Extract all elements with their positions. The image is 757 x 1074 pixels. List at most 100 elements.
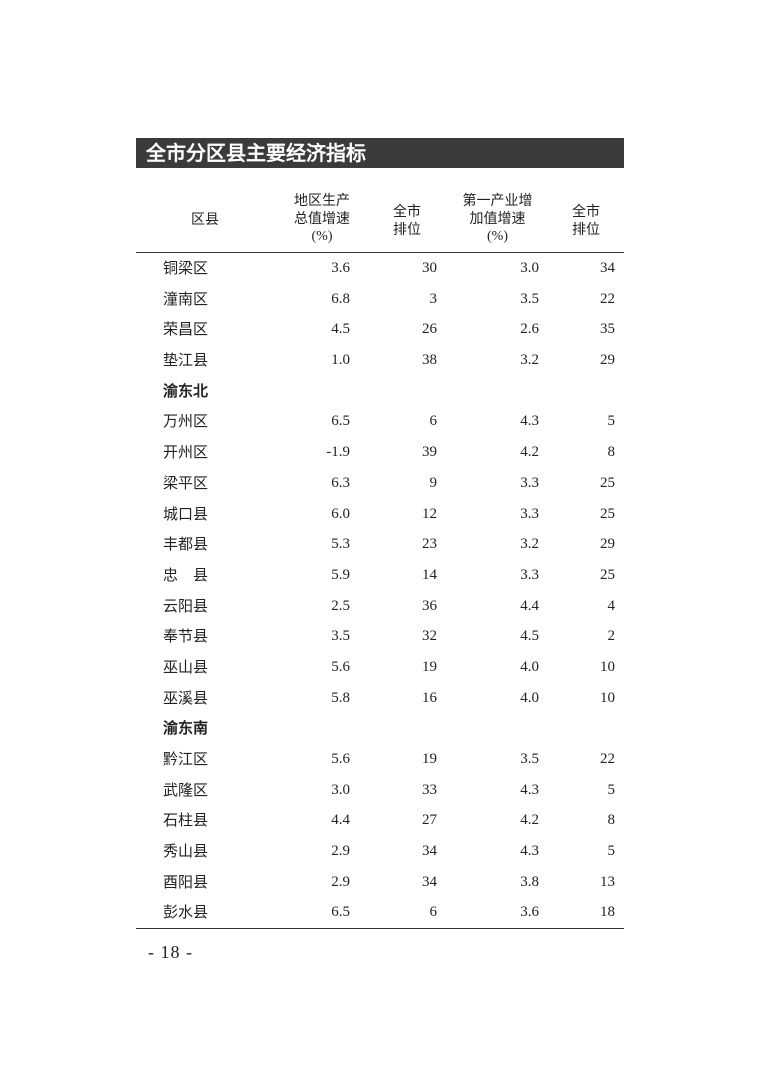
header-primary-rank: 全市 排位 (561, 203, 611, 239)
gdp-rank: 36 (422, 597, 437, 614)
district-name: 巫山县 (163, 657, 209, 676)
header-rule (136, 252, 624, 253)
district-name: 武隆区 (163, 780, 209, 799)
table-title: 全市分区县主要经济指标 (146, 141, 366, 165)
table-row: 城口县 6.0 12 3.3 25 (136, 499, 624, 530)
primary-growth: 4.4 (520, 597, 539, 614)
table-title-bar: 全市分区县主要经济指标 (136, 138, 624, 168)
table-row: 潼南区 6.8 3 3.5 22 (136, 284, 624, 315)
primary-growth: 4.2 (520, 444, 539, 461)
header-line: 第一产业增 (462, 193, 533, 209)
primary-rank: 5 (607, 781, 616, 798)
gdp-growth: 5.6 (331, 751, 350, 767)
table-row: 秀山县 2.9 34 4.3 5 (136, 836, 624, 867)
gdp-growth: 6.8 (331, 290, 350, 307)
primary-rank: 5 (607, 843, 616, 860)
group-header-row: 渝东南 (136, 713, 624, 744)
gdp-rank: 27 (422, 812, 437, 829)
gdp-rank: 19 (422, 751, 437, 767)
gdp-growth: 5.6 (331, 658, 350, 675)
district-name: 彭水县 (163, 903, 209, 922)
header-line: 加值增速 (469, 211, 526, 227)
gdp-rank: 16 (422, 689, 437, 706)
gdp-rank: 23 (422, 536, 437, 553)
table-row: 黔江区 5.6 19 3.5 22 (136, 744, 624, 775)
header-gdp-growth: 地区生产 总值增速 (%) (282, 192, 362, 246)
district-name: 丰都县 (163, 535, 209, 554)
header-unit: (%) (487, 229, 508, 244)
district-name: 忠 县 (163, 565, 209, 584)
gdp-rank: 3 (429, 290, 438, 307)
gdp-growth: 1.0 (331, 352, 350, 369)
primary-rank: 5 (607, 413, 616, 430)
primary-rank: 18 (600, 904, 615, 921)
gdp-growth: -1.9 (326, 444, 350, 461)
table-row: 荣昌区 4.5 26 2.6 35 (136, 314, 624, 345)
primary-rank: 22 (600, 751, 615, 767)
table-row: 云阳县 2.5 36 4.4 4 (136, 591, 624, 622)
bottom-rule (136, 928, 624, 929)
gdp-growth: 2.9 (331, 873, 350, 890)
gdp-growth: 6.5 (331, 904, 350, 921)
header-district: 区县 (191, 212, 219, 228)
gdp-growth: 3.0 (331, 781, 350, 798)
gdp-growth: 5.8 (331, 689, 350, 706)
gdp-rank: 12 (422, 505, 437, 522)
primary-rank: 10 (600, 658, 615, 675)
table-row: 石柱县 4.4 27 4.2 8 (136, 805, 624, 836)
table-body: 铜梁区 3.6 30 3.0 34 潼南区 6.8 3 3.5 22 荣昌区 4.5 26 2.6 35 垫江… (136, 253, 624, 928)
table-row: 巫山县 5.6 19 4.0 10 (136, 652, 624, 683)
gdp-rank: 34 (422, 843, 437, 860)
primary-growth: 4.3 (520, 413, 539, 430)
primary-rank: 2 (607, 628, 616, 645)
district-name: 奉节县 (163, 627, 209, 646)
district-name: 万州区 (163, 412, 209, 431)
primary-rank: 29 (600, 352, 615, 369)
table-row: 酉阳县 2.9 34 3.8 13 (136, 867, 624, 898)
district-name: 垫江县 (163, 351, 209, 370)
primary-growth: 4.3 (520, 843, 539, 860)
header-unit: (%) (311, 229, 333, 244)
gdp-rank: 19 (422, 658, 437, 675)
group-header-row: 渝东北 (136, 376, 624, 407)
district-name: 渝东北 (163, 381, 209, 400)
gdp-growth: 2.9 (331, 843, 350, 860)
table-row: 垫江县 1.0 38 3.2 29 (136, 345, 624, 376)
header-line: 排位 (393, 222, 421, 238)
primary-growth: 4.3 (520, 781, 539, 798)
primary-growth: 3.6 (520, 904, 539, 921)
district-name: 黔江区 (163, 750, 209, 768)
header-line: 全市 (572, 204, 600, 220)
primary-growth: 3.5 (520, 751, 539, 767)
gdp-rank: 6 (429, 904, 438, 921)
header-line: 全市 (393, 204, 421, 220)
table-row: 武隆区 3.0 33 4.3 5 (136, 775, 624, 806)
district-name: 秀山县 (163, 842, 209, 861)
table-row: 忠 县 5.9 14 3.3 25 (136, 560, 624, 591)
table-row: 奉节县 3.5 32 4.5 2 (136, 621, 624, 652)
table-row: 万州区 6.5 6 4.3 5 (136, 406, 624, 437)
gdp-growth: 4.4 (331, 812, 350, 829)
primary-growth: 2.6 (520, 321, 539, 338)
district-name: 开州区 (163, 443, 209, 462)
gdp-rank: 30 (422, 260, 437, 276)
gdp-growth: 6.5 (331, 413, 350, 430)
primary-growth: 4.5 (520, 628, 539, 645)
primary-rank: 35 (600, 321, 615, 338)
primary-rank: 13 (600, 873, 615, 890)
header-gdp-rank: 全市 排位 (382, 203, 432, 239)
page-number: - 18 - (148, 942, 193, 962)
table-row: 巫溪县 5.8 16 4.0 10 (136, 683, 624, 714)
gdp-growth: 6.0 (331, 505, 350, 522)
primary-growth: 3.3 (520, 474, 539, 491)
primary-rank: 25 (600, 566, 615, 583)
table-row: 丰都县 5.3 23 3.2 29 (136, 529, 624, 560)
header-line: 地区生产 (294, 193, 350, 209)
primary-growth: 3.2 (520, 536, 539, 553)
gdp-rank: 32 (422, 628, 437, 645)
header-line: 总值增速 (294, 211, 350, 227)
gdp-rank: 9 (429, 474, 438, 491)
primary-growth: 4.0 (520, 658, 539, 675)
district-name: 荣昌区 (163, 320, 209, 339)
primary-growth: 3.2 (520, 352, 539, 369)
